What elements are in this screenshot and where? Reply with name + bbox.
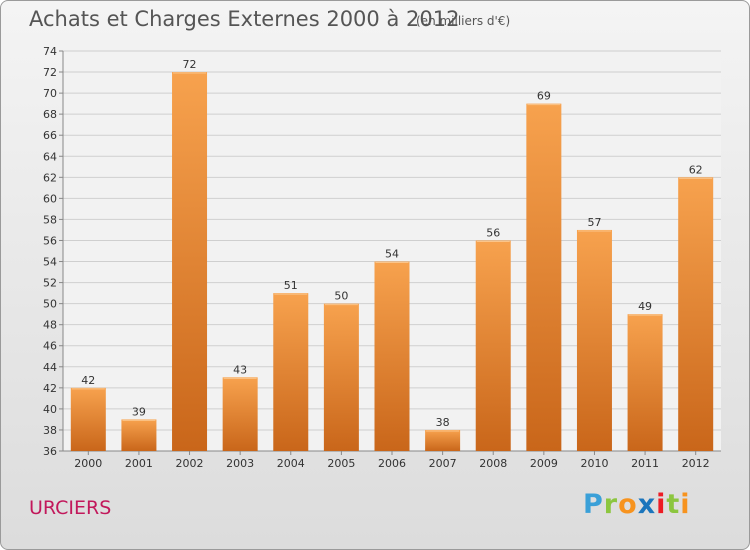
- bar: [425, 429, 461, 451]
- bar: [121, 419, 157, 451]
- y-tick-label: 66: [43, 129, 57, 142]
- x-tick-label: 2007: [429, 457, 457, 470]
- x-tick-label: 2000: [74, 457, 102, 470]
- y-tick-label: 40: [43, 403, 57, 416]
- y-tick-label: 42: [43, 382, 57, 395]
- y-tick-label: 68: [43, 108, 57, 121]
- bar: [70, 387, 106, 451]
- bar: [475, 240, 511, 451]
- data-label: 62: [689, 163, 703, 176]
- logo-letter: o: [618, 489, 638, 520]
- data-label: 43: [233, 363, 247, 376]
- y-tick-label: 44: [43, 361, 57, 374]
- y-tick-label: 60: [43, 192, 57, 205]
- data-label: 42: [81, 374, 95, 387]
- data-label: 54: [385, 248, 399, 261]
- data-label: 56: [486, 226, 500, 239]
- y-tick-label: 70: [43, 87, 57, 100]
- chart-title: Achats et Charges Externes 2000 à 2012: [29, 7, 460, 31]
- x-tick-label: 2002: [176, 457, 204, 470]
- bar: [374, 261, 410, 451]
- x-tick-label: 2004: [277, 457, 305, 470]
- y-tick-label: 54: [43, 256, 57, 269]
- y-tick-label: 50: [43, 298, 57, 311]
- y-tick-label: 36: [43, 445, 57, 458]
- bar: [576, 229, 612, 451]
- data-label: 50: [334, 290, 348, 303]
- logo-letter: r: [603, 489, 619, 520]
- data-label: 72: [183, 58, 197, 71]
- data-label: 39: [132, 405, 146, 418]
- y-tick-label: 72: [43, 66, 57, 79]
- y-tick-label: 52: [43, 277, 57, 290]
- data-label: 49: [638, 300, 652, 313]
- x-tick-label: 2008: [479, 457, 507, 470]
- y-tick-label: 48: [43, 319, 57, 332]
- y-tick-label: 58: [43, 213, 57, 226]
- logo-letter: P: [583, 489, 604, 520]
- y-tick-label: 56: [43, 234, 57, 247]
- logo-letter: i: [680, 489, 691, 520]
- bar: [678, 177, 714, 451]
- x-tick-label: 2012: [682, 457, 710, 470]
- bar: [222, 377, 258, 451]
- bar: [172, 72, 208, 451]
- x-tick-label: 2010: [580, 457, 608, 470]
- x-tick-label: 2006: [378, 457, 406, 470]
- data-label: 69: [537, 90, 551, 103]
- x-tick-label: 2003: [226, 457, 254, 470]
- x-tick-label: 2001: [125, 457, 153, 470]
- proxiti-logo: Proxiti: [583, 489, 691, 520]
- data-label: 38: [436, 416, 450, 429]
- y-tick-label: 46: [43, 340, 57, 353]
- x-tick-label: 2011: [631, 457, 659, 470]
- x-tick-label: 2005: [327, 457, 355, 470]
- y-tick-label: 74: [43, 45, 57, 58]
- bar: [323, 303, 359, 451]
- y-tick-label: 38: [43, 424, 57, 437]
- bar: [273, 293, 309, 451]
- logo-letter: t: [666, 489, 681, 520]
- chart-subtitle: (en milliers d'€): [416, 14, 511, 28]
- commune-name: URCIERS: [29, 497, 112, 519]
- x-tick-label: 2009: [530, 457, 558, 470]
- y-tick-label: 62: [43, 171, 57, 184]
- logo-letter: i: [656, 489, 667, 520]
- logo-letter: x: [637, 489, 657, 520]
- data-label: 51: [284, 279, 298, 292]
- y-tick-label: 64: [43, 150, 57, 163]
- bar: [526, 103, 562, 451]
- bar: [627, 314, 663, 451]
- data-label: 57: [587, 216, 601, 229]
